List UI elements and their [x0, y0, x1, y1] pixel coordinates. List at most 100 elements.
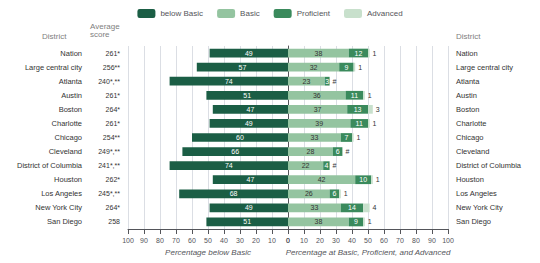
svg-text:6: 6: [332, 190, 336, 197]
svg-text:264*: 264*: [106, 204, 121, 211]
svg-text:District of Columbia: District of Columbia: [456, 161, 522, 170]
svg-text:37: 37: [314, 106, 322, 113]
svg-text:score: score: [90, 30, 110, 39]
svg-text:38: 38: [315, 218, 323, 225]
svg-text:Basic: Basic: [240, 9, 260, 18]
svg-text:#: #: [333, 162, 337, 169]
svg-text:90: 90: [140, 237, 148, 244]
svg-text:57: 57: [239, 64, 247, 71]
svg-text:Los Angeles: Los Angeles: [456, 189, 497, 198]
svg-text:9: 9: [354, 218, 358, 225]
svg-text:Nation: Nation: [60, 49, 82, 58]
svg-text:Boston: Boston: [456, 105, 479, 114]
svg-text:11: 11: [351, 92, 358, 99]
svg-text:San Diego: San Diego: [47, 217, 82, 226]
svg-text:60: 60: [380, 237, 388, 244]
svg-text:70: 70: [396, 237, 404, 244]
svg-text:261*: 261*: [106, 92, 121, 99]
svg-text:258: 258: [108, 218, 120, 225]
svg-text:50: 50: [364, 237, 372, 244]
svg-text:New York City: New York City: [35, 203, 82, 212]
svg-text:262*: 262*: [106, 176, 121, 183]
svg-text:11: 11: [356, 120, 363, 127]
svg-text:1: 1: [368, 92, 372, 99]
svg-text:20: 20: [252, 237, 260, 244]
svg-text:4: 4: [324, 162, 328, 169]
svg-text:Advanced: Advanced: [367, 9, 403, 18]
svg-text:3: 3: [325, 78, 329, 85]
svg-text:Atlanta: Atlanta: [456, 77, 480, 86]
svg-text:14: 14: [348, 204, 356, 211]
svg-text:26: 26: [305, 190, 313, 197]
svg-text:4: 4: [373, 204, 377, 211]
svg-text:39: 39: [315, 120, 323, 127]
svg-text:Chicago: Chicago: [456, 133, 484, 142]
svg-text:38: 38: [315, 50, 323, 57]
svg-text:Austin: Austin: [61, 91, 82, 100]
svg-text:District: District: [42, 32, 67, 41]
svg-text:Percentage below Basic: Percentage below Basic: [165, 248, 251, 257]
svg-text:261*: 261*: [106, 120, 121, 127]
svg-text:1: 1: [368, 218, 372, 225]
svg-text:below Basic: below Basic: [160, 9, 203, 18]
svg-text:20: 20: [316, 237, 324, 244]
svg-text:1: 1: [376, 176, 380, 183]
svg-text:9: 9: [344, 64, 348, 71]
svg-text:30: 30: [332, 237, 340, 244]
svg-text:66: 66: [231, 148, 239, 155]
svg-text:49: 49: [245, 50, 253, 57]
svg-text:74: 74: [225, 162, 233, 169]
svg-text:12: 12: [355, 50, 363, 57]
svg-text:Austin: Austin: [456, 91, 477, 100]
svg-text:40: 40: [348, 237, 356, 244]
svg-text:36: 36: [313, 92, 321, 99]
svg-text:80: 80: [156, 237, 164, 244]
svg-text:Large central city: Large central city: [456, 63, 513, 72]
svg-text:1: 1: [358, 64, 362, 71]
svg-text:Houston: Houston: [456, 175, 484, 184]
svg-text:90: 90: [428, 237, 436, 244]
svg-text:Charlotte: Charlotte: [456, 119, 486, 128]
svg-text:51: 51: [243, 92, 251, 99]
svg-text:Los Angeles: Los Angeles: [41, 189, 82, 198]
svg-text:0: 0: [286, 237, 290, 244]
svg-text:3: 3: [376, 106, 380, 113]
svg-text:264*: 264*: [106, 106, 121, 113]
svg-text:1: 1: [344, 190, 348, 197]
svg-text:10: 10: [268, 237, 276, 244]
svg-text:Boston: Boston: [59, 105, 82, 114]
svg-text:100: 100: [442, 237, 454, 244]
svg-text:Cleveland: Cleveland: [49, 147, 82, 156]
svg-text:245*,**: 245*,**: [98, 190, 120, 197]
svg-text:80: 80: [412, 237, 420, 244]
svg-text:47: 47: [247, 106, 255, 113]
svg-text:33: 33: [311, 134, 319, 141]
svg-text:240*,**: 240*,**: [98, 78, 120, 85]
svg-text:68: 68: [230, 190, 238, 197]
svg-text:Charlotte: Charlotte: [52, 119, 82, 128]
svg-text:42: 42: [318, 176, 326, 183]
svg-text:70: 70: [172, 237, 180, 244]
svg-text:50: 50: [204, 237, 212, 244]
svg-text:30: 30: [236, 237, 244, 244]
svg-text:Chicago: Chicago: [54, 133, 82, 142]
svg-text:Nation: Nation: [456, 49, 478, 58]
svg-text:249*,**: 249*,**: [98, 148, 120, 155]
svg-text:100: 100: [122, 237, 134, 244]
svg-text:Houston: Houston: [54, 175, 82, 184]
svg-text:49: 49: [245, 204, 253, 211]
svg-text:1: 1: [373, 120, 377, 127]
svg-text:1: 1: [373, 50, 377, 57]
svg-text:33: 33: [311, 204, 319, 211]
svg-text:74: 74: [225, 78, 233, 85]
svg-text:District of Columbia: District of Columbia: [17, 161, 83, 170]
svg-text:1: 1: [357, 134, 361, 141]
svg-text:60: 60: [236, 134, 244, 141]
svg-text:47: 47: [247, 176, 255, 183]
svg-text:23: 23: [303, 78, 311, 85]
svg-text:13: 13: [354, 106, 362, 113]
svg-text:10: 10: [300, 237, 308, 244]
svg-text:#: #: [345, 148, 349, 155]
svg-text:Large central city: Large central city: [25, 63, 82, 72]
svg-text:6: 6: [336, 148, 340, 155]
